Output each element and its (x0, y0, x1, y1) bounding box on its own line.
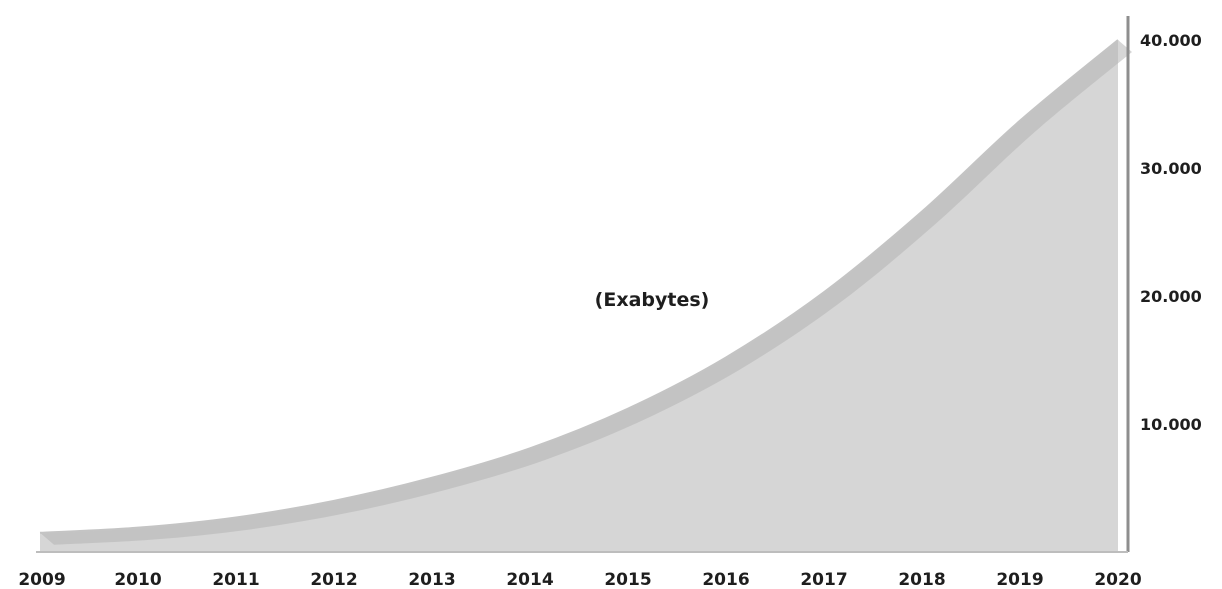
y-tick-label: 20.000 (1140, 287, 1202, 306)
x-tick-label: 2015 (604, 570, 651, 589)
y-tick-label: 30.000 (1140, 159, 1202, 178)
x-tick-label: 2018 (898, 570, 945, 589)
area-fill (40, 40, 1118, 552)
x-tick-label: 2012 (310, 570, 357, 589)
x-tick-label: 2011 (212, 570, 259, 589)
x-tick-label: 2016 (702, 570, 749, 589)
label-layer: (Exabytes) 10.000 20.000 30.000 40.000 2009 2… (18, 31, 1201, 589)
area-layer (39, 39, 1132, 552)
axis-layer (36, 16, 1130, 553)
x-tick-label: 2009 (18, 570, 65, 589)
x-tick-label: 2017 (800, 570, 847, 589)
y-tick-label: 10.000 (1140, 415, 1202, 434)
x-tick-label: 2010 (114, 570, 161, 589)
area-depth-band (40, 40, 1132, 545)
x-tick-label: 2020 (1094, 570, 1141, 589)
x-tick-label: 2019 (996, 570, 1043, 589)
unit-label: (Exabytes) (595, 289, 710, 311)
x-tick-label: 2014 (506, 570, 553, 589)
y-tick-label: 40.000 (1140, 31, 1202, 50)
area-series-line (39, 39, 1119, 534)
x-tick-label: 2013 (408, 570, 455, 589)
